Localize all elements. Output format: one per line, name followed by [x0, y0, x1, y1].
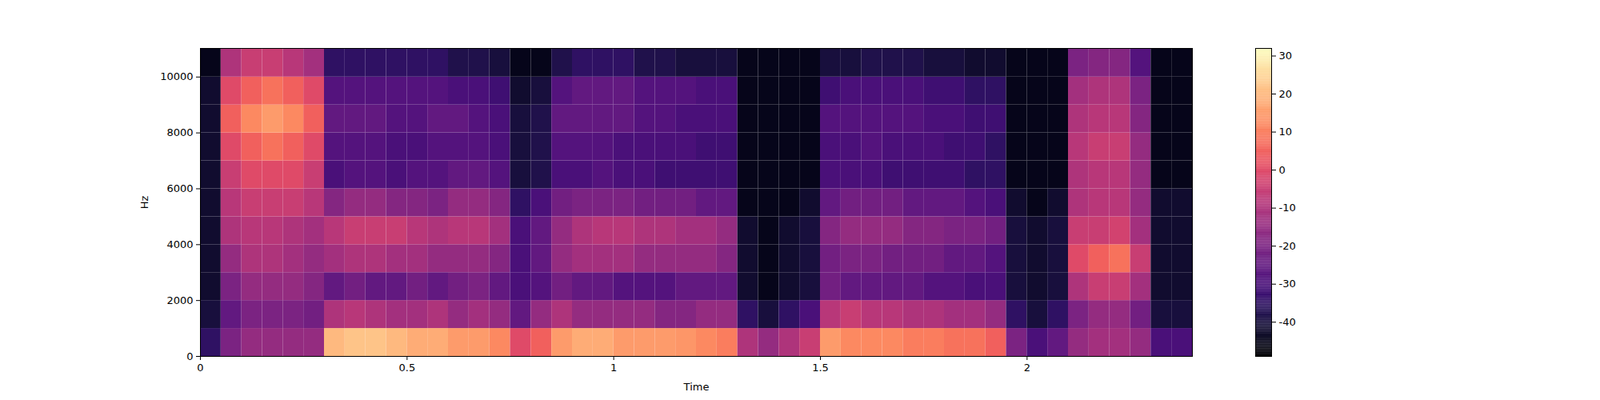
svg-text:0: 0 [196, 361, 204, 374]
svg-text:1: 1 [610, 361, 617, 374]
svg-text:2: 2 [1024, 361, 1031, 374]
svg-text:6000: 6000 [166, 182, 193, 195]
svg-text:-30: -30 [1279, 277, 1296, 290]
svg-text:0: 0 [1279, 164, 1286, 176]
svg-text:Hz: Hz [138, 196, 151, 210]
svg-text:1.5: 1.5 [812, 361, 829, 374]
svg-text:10000: 10000 [160, 70, 193, 83]
svg-text:4000: 4000 [166, 238, 193, 251]
svg-text:0: 0 [186, 350, 193, 363]
svg-text:30: 30 [1279, 49, 1293, 62]
svg-text:Time: Time [683, 380, 710, 393]
svg-text:20: 20 [1279, 88, 1293, 100]
svg-text:2000: 2000 [166, 294, 193, 307]
svg-text:-20: -20 [1279, 240, 1296, 252]
svg-text:8000: 8000 [166, 126, 193, 139]
svg-text:-40: -40 [1279, 316, 1296, 328]
svg-text:10: 10 [1279, 125, 1293, 138]
svg-text:0.5: 0.5 [398, 361, 416, 374]
svg-text:-10: -10 [1279, 201, 1296, 214]
